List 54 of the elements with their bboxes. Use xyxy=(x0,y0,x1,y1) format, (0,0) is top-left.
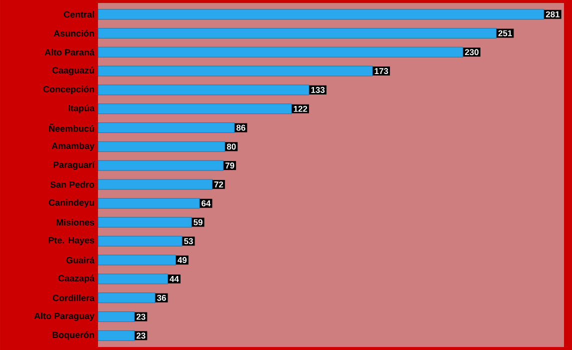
data-label: 230 xyxy=(465,49,479,56)
data-label: 122 xyxy=(294,106,308,112)
data-label: 72 xyxy=(214,181,224,188)
y-tick-label: Cordillera xyxy=(52,294,95,302)
y-tick-label: Misiones xyxy=(56,218,94,226)
bar xyxy=(98,9,544,20)
data-label: 281 xyxy=(546,11,560,18)
data-label: 23 xyxy=(136,332,146,339)
bar xyxy=(98,312,135,322)
bar xyxy=(98,160,224,171)
y-tick-label: Alto Paraná xyxy=(44,48,94,56)
bar xyxy=(98,330,135,341)
y-tick-label: San Pedro xyxy=(50,181,94,188)
data-label: 133 xyxy=(311,86,325,93)
data-label: 251 xyxy=(498,30,512,36)
y-tick-label: Canindeyu xyxy=(48,199,94,208)
y-tick-label: Concepción xyxy=(43,86,94,94)
y-tick-label: Amambay xyxy=(52,142,94,151)
y-tick-label: Ñeembucú xyxy=(49,124,94,132)
data-label: 173 xyxy=(374,68,388,74)
bar xyxy=(98,179,212,190)
data-label: 80 xyxy=(226,144,236,150)
bar xyxy=(98,28,497,38)
y-tick-label: Boquerón xyxy=(52,331,94,340)
y-tick-label: Caazapá xyxy=(58,274,94,284)
bar xyxy=(98,104,292,114)
bar xyxy=(98,46,464,58)
y-tick-label: Asunción xyxy=(54,30,94,37)
bar xyxy=(98,122,235,133)
data-label: 53 xyxy=(184,238,193,244)
data-label: 49 xyxy=(178,257,187,264)
data-label: 79 xyxy=(225,162,234,169)
data-label: 44 xyxy=(170,276,179,282)
y-tick-label: Guairá xyxy=(66,256,95,264)
y-tick-label: Central xyxy=(64,11,94,18)
bar xyxy=(98,217,192,228)
y-tick-label: Alto Paraguay xyxy=(34,312,94,321)
y-tick-label: Caaguazú xyxy=(52,66,94,76)
bar xyxy=(98,274,168,284)
bar xyxy=(98,141,226,152)
data-label: 64 xyxy=(202,200,211,206)
y-tick-label: Itapúa xyxy=(68,104,95,114)
bar xyxy=(98,292,156,304)
data-label: 86 xyxy=(236,124,246,131)
data-label: 59 xyxy=(194,219,202,226)
data-label: 23 xyxy=(136,314,146,320)
bar xyxy=(98,254,176,266)
data-label: 36 xyxy=(157,294,166,301)
y-tick-label: Pte. Hayes xyxy=(48,237,94,246)
bar xyxy=(98,198,200,209)
bar xyxy=(98,66,373,76)
bar xyxy=(98,236,182,246)
y-tick-label: Paraguarí xyxy=(54,161,95,170)
bar xyxy=(98,84,310,96)
